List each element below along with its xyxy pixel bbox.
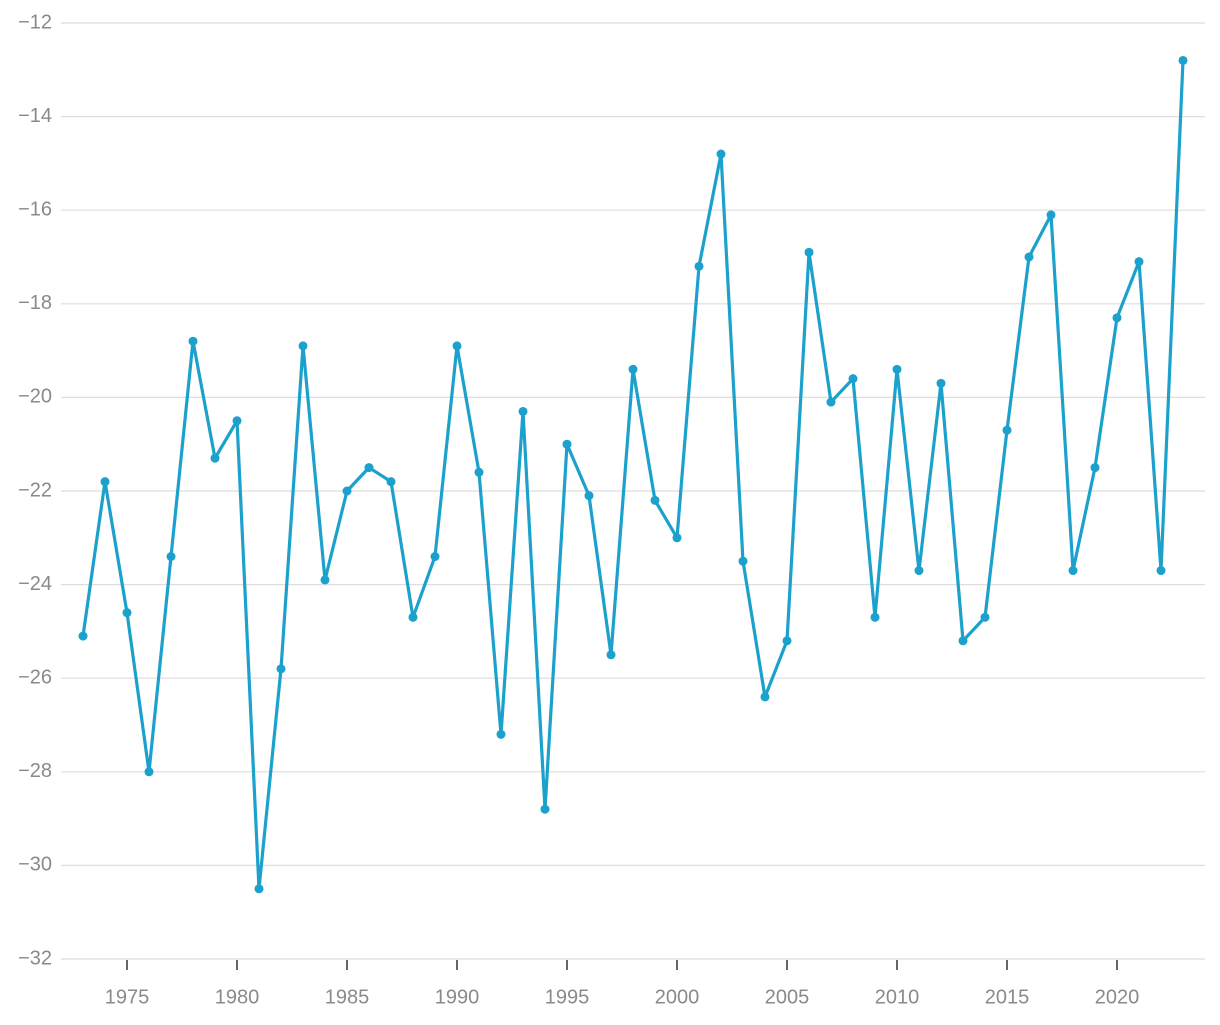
point [122, 608, 132, 618]
x-tick-label: 1995 [545, 986, 590, 1008]
point [562, 439, 572, 449]
x-tick-label: 2015 [985, 986, 1030, 1008]
point [430, 552, 440, 562]
point [540, 804, 550, 814]
point [166, 552, 176, 562]
y-tick-label: −32 [18, 947, 52, 969]
y-tick-label: −26 [18, 666, 52, 688]
point [276, 664, 286, 674]
point [1068, 566, 1078, 576]
point [672, 533, 682, 543]
point [980, 612, 990, 622]
y-tick-label: −14 [18, 105, 52, 127]
point [386, 477, 396, 487]
x-tick-label: 2000 [655, 986, 700, 1008]
point [958, 636, 968, 646]
point [760, 692, 770, 702]
point [474, 467, 484, 477]
point [782, 636, 792, 646]
point [606, 650, 616, 660]
point [452, 341, 462, 351]
point [298, 341, 308, 351]
point [1134, 257, 1144, 267]
point [584, 491, 594, 501]
point [694, 261, 704, 271]
point [496, 729, 506, 739]
y-tick-label: −18 [18, 292, 52, 314]
x-tick-label: 1975 [105, 986, 150, 1008]
point [188, 336, 198, 346]
y-tick-label: −22 [18, 479, 52, 501]
point [320, 575, 330, 585]
point [210, 453, 220, 463]
point [870, 612, 880, 622]
y-tick-label: −24 [18, 573, 52, 595]
point [716, 149, 726, 159]
point [144, 767, 154, 777]
y-tick-label: −28 [18, 760, 52, 782]
point [914, 566, 924, 576]
point [848, 374, 858, 384]
point [1112, 313, 1122, 323]
x-tick-label: 1990 [435, 986, 480, 1008]
point [342, 486, 352, 496]
point [1090, 463, 1100, 473]
point [650, 495, 660, 505]
point [892, 364, 902, 374]
y-tick-label: −16 [18, 198, 52, 220]
x-tick-label: 2010 [875, 986, 920, 1008]
x-tick-label: 1985 [325, 986, 370, 1008]
point [78, 631, 88, 641]
y-tick-label: −12 [18, 11, 52, 33]
y-tick-label: −30 [18, 854, 52, 876]
point [364, 463, 374, 473]
point [936, 378, 946, 388]
point [1046, 210, 1056, 220]
point [100, 477, 110, 487]
point [1002, 425, 1012, 435]
line [81, 60, 1185, 891]
point [804, 247, 814, 257]
point [254, 884, 264, 894]
point [628, 364, 638, 374]
point [738, 556, 748, 566]
point [1178, 55, 1188, 65]
point [1024, 252, 1034, 262]
point [408, 612, 418, 622]
x-tick-label: 1980 [215, 986, 260, 1008]
point [1156, 566, 1166, 576]
x-tick-label: 2005 [765, 986, 810, 1008]
x-tick-label: 2020 [1095, 986, 1140, 1008]
point [518, 406, 528, 416]
point [826, 397, 836, 407]
point [232, 416, 242, 426]
y-tick-label: −20 [18, 386, 52, 408]
